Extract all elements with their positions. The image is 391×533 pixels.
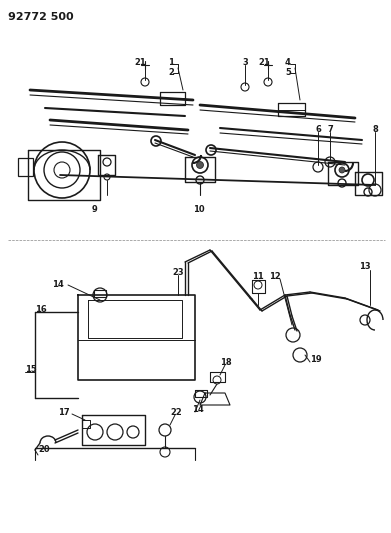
Text: 21: 21 bbox=[134, 58, 146, 67]
Text: 18: 18 bbox=[220, 358, 231, 367]
Text: 15: 15 bbox=[25, 365, 37, 374]
Text: 11: 11 bbox=[252, 272, 264, 281]
Text: 20: 20 bbox=[38, 445, 50, 454]
Text: 19: 19 bbox=[310, 355, 322, 364]
Text: 22: 22 bbox=[170, 408, 182, 417]
Text: 7: 7 bbox=[327, 125, 333, 134]
Text: 9: 9 bbox=[92, 205, 98, 214]
Text: 6: 6 bbox=[315, 125, 321, 134]
Text: 92772 500: 92772 500 bbox=[8, 12, 74, 22]
Circle shape bbox=[197, 161, 203, 168]
Text: 4: 4 bbox=[285, 58, 291, 67]
Text: 5: 5 bbox=[285, 68, 291, 77]
Circle shape bbox=[339, 167, 345, 173]
Text: 3: 3 bbox=[242, 58, 248, 67]
Text: 12: 12 bbox=[269, 272, 281, 281]
Text: 13: 13 bbox=[359, 262, 371, 271]
Text: 17: 17 bbox=[58, 408, 70, 417]
Text: 14: 14 bbox=[192, 405, 204, 414]
Text: 10: 10 bbox=[193, 205, 204, 214]
Text: 23: 23 bbox=[172, 268, 184, 277]
Text: 16: 16 bbox=[35, 305, 47, 314]
Text: 1: 1 bbox=[168, 58, 174, 67]
Bar bbox=[18, 158, 33, 176]
Text: 14: 14 bbox=[52, 280, 64, 289]
Text: 8: 8 bbox=[372, 125, 378, 134]
Text: 21: 21 bbox=[258, 58, 270, 67]
Text: 2: 2 bbox=[168, 68, 174, 77]
